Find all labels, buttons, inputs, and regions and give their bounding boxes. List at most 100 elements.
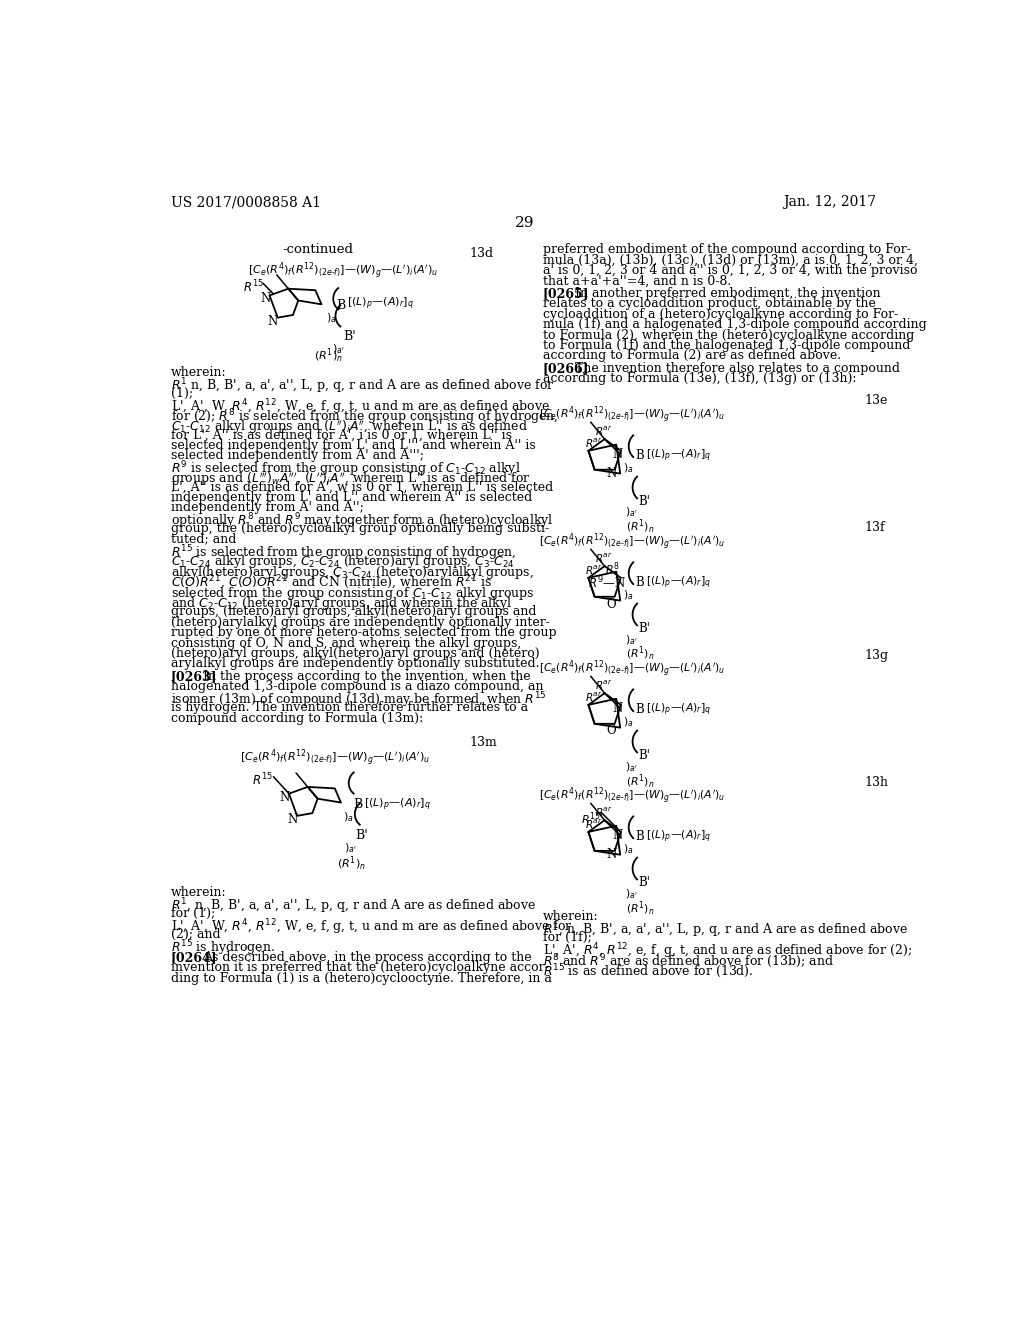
Text: N: N: [260, 293, 270, 305]
Text: wherein:: wherein:: [171, 886, 226, 899]
Text: $)_a$: $)_a$: [623, 842, 633, 857]
Text: for L', A'' is as defined for A', i is 0 or 1, wherein L'' is: for L', A'' is as defined for A', i is 0…: [171, 429, 512, 442]
Text: for (1);: for (1);: [171, 907, 215, 920]
Text: to Formula (2), wherein the (hetero)cycloalkyne according: to Formula (2), wherein the (hetero)cycl…: [543, 329, 914, 342]
Text: $C(O)R^{21}$, $C(O)OR^{21}$ and CN (nitrile), wherein $R^{21}$ is: $C(O)R^{21}$, $C(O)OR^{21}$ and CN (nitr…: [171, 574, 492, 593]
Text: B: B: [636, 830, 644, 843]
Text: $R^{ar}$: $R^{ar}$: [585, 690, 602, 704]
Text: (2); and: (2); and: [171, 928, 220, 941]
Text: [0264]: [0264]: [171, 950, 217, 964]
Text: US 2017/0008858 A1: US 2017/0008858 A1: [171, 195, 321, 210]
Text: consisting of O, N and S, and wherein the alkyl groups,: consisting of O, N and S, and wherein th…: [171, 636, 521, 649]
Text: wherein:: wherein:: [171, 367, 226, 379]
Text: halogenated 1,3-dipole compound is a diazo compound, an: halogenated 1,3-dipole compound is a dia…: [171, 681, 543, 693]
Text: $(R^1)_n$: $(R^1)_n$: [627, 772, 654, 791]
Text: selected independently from L' and L''' and wherein A'' is: selected independently from L' and L''' …: [171, 440, 536, 451]
Text: N: N: [612, 702, 623, 715]
Text: N: N: [280, 791, 290, 804]
Text: 29: 29: [515, 216, 535, 230]
Text: $R^9$—N: $R^9$—N: [589, 574, 627, 591]
Text: B: B: [636, 449, 644, 462]
Text: [0265]: [0265]: [543, 286, 589, 300]
Text: L', A'' is as defined for A', w is 0 or 1, wherein L'' is selected: L', A'' is as defined for A', w is 0 or …: [171, 480, 553, 494]
Text: As described above, in the process according to the: As described above, in the process accor…: [203, 950, 531, 964]
Text: independently from L' and L'' and wherein A'' is selected: independently from L' and L'' and wherei…: [171, 491, 531, 504]
Text: $)_{a'}$: $)_{a'}$: [333, 343, 345, 356]
Text: $[C_e(R^4)_f(R^{12})_{(2e\text{-}f)}]$—$(W)_g$—$(L')_i(A')_u$: $[C_e(R^4)_f(R^{12})_{(2e\text{-}f)}]$—$…: [248, 260, 438, 281]
Text: $[C_e(R^4)_f(R^{12})_{(2e\text{-}f)}]$—$(W)_g$—$(L')_i(A')_u$: $[C_e(R^4)_f(R^{12})_{(2e\text{-}f)}]$—$…: [539, 657, 725, 678]
Text: 13e: 13e: [864, 395, 888, 408]
Text: selected independently from A' and A''';: selected independently from A' and A''';: [171, 449, 424, 462]
Text: N: N: [267, 314, 278, 327]
Text: $(R^1)_n$: $(R^1)_n$: [627, 899, 654, 917]
Text: $R^{ar}$: $R^{ar}$: [585, 437, 602, 450]
Text: $)_{a'}$: $)_{a'}$: [344, 841, 357, 854]
Text: $[C_e(R^4)_f(R^{12})_{(2e\text{-}f)}]$—$(W)_g$—$(L')_i(A')_u$: $[C_e(R^4)_f(R^{12})_{(2e\text{-}f)}]$—$…: [539, 404, 725, 425]
Text: $)_{a'}$: $)_{a'}$: [625, 887, 638, 900]
Text: $)_a$: $)_a$: [623, 715, 633, 729]
Text: 13h: 13h: [864, 776, 888, 788]
Text: $R^{ar}$: $R^{ar}$: [585, 818, 602, 832]
Text: according to Formula (2) are as defined above.: according to Formula (2) are as defined …: [543, 350, 841, 363]
Text: alkyl(hetero)aryl groups, $C_3$-$C_{24}$ (hetero)arylalkyl groups,: alkyl(hetero)aryl groups, $C_3$-$C_{24}$…: [171, 564, 534, 581]
Text: B': B': [355, 829, 368, 842]
Text: $R^{ar}$: $R^{ar}$: [595, 425, 613, 438]
Text: L', A', W, $R^4$, $R^{12}$, W, e, f, g, t, u and m are as defined above for: L', A', W, $R^4$, $R^{12}$, W, e, f, g, …: [171, 917, 572, 937]
Text: compound according to Formula (13m):: compound according to Formula (13m):: [171, 711, 423, 725]
Text: $R^{15}$: $R^{15}$: [252, 772, 272, 788]
Text: groups, (hetero)aryl groups, alkyl(hetero)aryl groups and: groups, (hetero)aryl groups, alkyl(heter…: [171, 606, 537, 618]
Text: $R^{15}$ is hydrogen.: $R^{15}$ is hydrogen.: [171, 939, 274, 957]
Text: $)_{a'}$: $)_{a'}$: [625, 634, 638, 647]
Text: $[(L)_p$—$(A)_r]_q$: $[(L)_p$—$(A)_r]_q$: [646, 829, 711, 845]
Text: $R^{ar}$: $R^{ar}$: [595, 807, 613, 820]
Text: $R^8$: $R^8$: [605, 561, 621, 577]
Text: invention it is preferred that the (hetero)cycloalkyne accor-: invention it is preferred that the (hete…: [171, 961, 549, 974]
Text: N: N: [612, 829, 623, 842]
Text: N: N: [612, 447, 623, 461]
Text: $[C_e(R^4)_f(R^{12})_{(2e\text{-}f)}]$—$(W)_g$—$(L')_i(A')_u$: $[C_e(R^4)_f(R^{12})_{(2e\text{-}f)}]$—$…: [539, 531, 725, 552]
Text: isomer (13m) of compound (13d) may be formed, when $R^{15}$: isomer (13m) of compound (13d) may be fo…: [171, 690, 546, 710]
Text: (hetero)arylalkyl groups are independently optionally inter-: (hetero)arylalkyl groups are independent…: [171, 615, 550, 628]
Text: Jan. 12, 2017: Jan. 12, 2017: [782, 195, 876, 210]
Text: according to Formula (13e), (13f), (13g) or (13h):: according to Formula (13e), (13f), (13g)…: [543, 372, 856, 385]
Text: for (2); $R^8$ is selected from the group consisting of hydrogen,: for (2); $R^8$ is selected from the grou…: [171, 408, 558, 428]
Text: $R^1$, n, B, B', a, a', a'', L, p, q, r and A are as defined above: $R^1$, n, B, B', a, a', a'', L, p, q, r …: [171, 896, 536, 916]
Text: (1);: (1);: [171, 387, 193, 400]
Text: tuted; and: tuted; and: [171, 533, 236, 545]
Text: L', A', $R^4$, $R^{12}$, e, f, g, t, and u are as defined above for (2);: L', A', $R^4$, $R^{12}$, e, f, g, t, and…: [543, 941, 911, 961]
Text: $)_a$: $)_a$: [623, 462, 633, 475]
Text: for (1f);: for (1f);: [543, 931, 592, 944]
Text: mula (13a), (13b), (13c), (13d) or (13m), a is 0, 1, 2, 3 or 4,: mula (13a), (13b), (13c), (13d) or (13m)…: [543, 253, 918, 267]
Text: $[(L)_p$—$(A)_r]_q$: $[(L)_p$—$(A)_r]_q$: [646, 447, 711, 465]
Text: 13f: 13f: [864, 521, 885, 535]
Text: B: B: [636, 577, 644, 589]
Text: [0263]: [0263]: [171, 671, 217, 682]
Text: preferred embodiment of the compound according to For-: preferred embodiment of the compound acc…: [543, 243, 910, 256]
Text: $[C_e(R^4)_f(R^{12})_{(2e\text{-}f)}]$—$(W)_g$—$(L')_i(A')_u$: $[C_e(R^4)_f(R^{12})_{(2e\text{-}f)}]$—$…: [241, 747, 431, 768]
Text: optionally $R^8$ and $R^9$ may together form a (hetero)cycloalkyl: optionally $R^8$ and $R^9$ may together …: [171, 512, 553, 532]
Text: O: O: [606, 598, 615, 611]
Text: mula (1f) and a halogenated 1,3-dipole compound according: mula (1f) and a halogenated 1,3-dipole c…: [543, 318, 927, 331]
Text: $(R^1)_n$: $(R^1)_n$: [313, 347, 343, 364]
Text: [0266]: [0266]: [543, 362, 589, 375]
Text: $)_{a'}$: $)_{a'}$: [625, 760, 638, 774]
Text: N: N: [287, 813, 297, 826]
Text: $R^{ar}$: $R^{ar}$: [585, 564, 602, 577]
Text: The invention therefore also relates to a compound: The invention therefore also relates to …: [575, 362, 900, 375]
Text: $R^{15}$ is selected from the group consisting of hydrogen,: $R^{15}$ is selected from the group cons…: [171, 543, 516, 562]
Text: is hydrogen. The invention therefore further relates to a: is hydrogen. The invention therefore fur…: [171, 701, 527, 714]
Text: $R^{15}$: $R^{15}$: [581, 810, 600, 826]
Text: 13m: 13m: [469, 737, 497, 748]
Text: $R^8$ and $R^9$ are as defined above for (13b); and: $R^8$ and $R^9$ are as defined above for…: [543, 952, 834, 970]
Text: B': B': [343, 330, 356, 343]
Text: B: B: [336, 298, 346, 312]
Text: wherein:: wherein:: [543, 911, 598, 923]
Text: rupted by one of more hetero-atoms selected from the group: rupted by one of more hetero-atoms selec…: [171, 626, 556, 639]
Text: N: N: [606, 467, 616, 479]
Text: B': B': [639, 622, 650, 635]
Text: a' is 0, 1, 2, 3 or 4 and a'' is 0, 1, 2, 3 or 4, with the proviso: a' is 0, 1, 2, 3 or 4 and a'' is 0, 1, 2…: [543, 264, 918, 277]
Text: $C_1$-$C_{24}$ alkyl groups, $C_2$-$C_{24}$ (hetero)aryl groups, $C_3$-$C_{24}$: $C_1$-$C_{24}$ alkyl groups, $C_2$-$C_{2…: [171, 553, 514, 570]
Text: In another preferred embodiment, the invention: In another preferred embodiment, the inv…: [575, 286, 881, 300]
Text: arylalkyl groups are independently optionally substituted.: arylalkyl groups are independently optio…: [171, 657, 539, 671]
Text: $R^{15}$: $R^{15}$: [243, 279, 263, 296]
